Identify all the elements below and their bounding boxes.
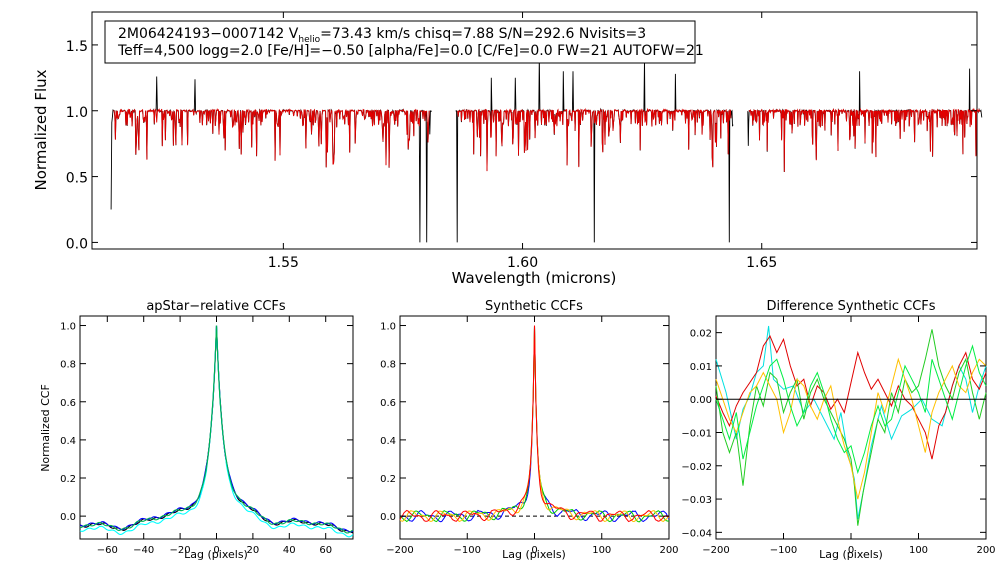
apstar-ytick-label: 1.0 (60, 322, 76, 333)
difference-ytick-label: −0.04 (681, 528, 712, 539)
synthetic-ytick-label: 0.0 (380, 512, 396, 523)
synthetic-ticks: −200 −100 0 100 200 0.0 0.2 0.4 0.6 0.8 1.0 (380, 316, 679, 556)
difference-title: Difference Synthetic CCFs (766, 299, 935, 314)
difference-line-cyan (715, 325, 987, 520)
spectrum-ytick-label: 0.0 (66, 236, 88, 252)
difference-ytick-label: 0.01 (690, 362, 712, 373)
synthetic-ytick-label: 0.4 (380, 436, 396, 447)
spectrum-xlabel: Wavelength (microns) (452, 269, 617, 287)
difference-ytick-label: −0.01 (681, 428, 712, 439)
spectrum-ylabel: Normalized Flux (32, 69, 50, 190)
apstar-line-visit-2 (79, 325, 354, 533)
apstar-series (79, 325, 354, 538)
synthetic-ytick-label: 0.6 (380, 398, 396, 409)
spectrum-model-line (457, 107, 732, 172)
difference-line-green (715, 329, 987, 526)
apstar-panel: −60 −40 −20 0 20 40 60 0.0 0.2 0.4 0.6 0.8 1.0 apSta… (39, 299, 354, 561)
difference-ticks: −200 −100 0 100 200 −0.04 −0.03 −0.02 −0.01 0.00 0… (681, 316, 996, 556)
difference-line-red (715, 334, 987, 460)
apstar-ylabel: Normalized CCF (39, 384, 52, 472)
difference-line-yellow (715, 357, 987, 500)
difference-frame (715, 315, 987, 540)
difference-ytick-label: −0.02 (681, 462, 712, 473)
apstar-xlabel: Lag (pixels) (184, 548, 248, 561)
synthetic-line-visit-1 (399, 325, 670, 523)
difference-xtick-label: 0 (848, 545, 854, 556)
difference-series (715, 325, 987, 526)
spectrum-observed-line (455, 55, 734, 243)
apstar-ticks: −60 −40 −20 0 20 40 60 0.0 0.2 0.4 0.6 0.8 1.0 (60, 316, 353, 556)
apstar-xtick-label: 20 (247, 545, 260, 556)
apstar-xtick-label: 40 (283, 545, 296, 556)
spectrum-model-line (748, 107, 981, 172)
apstar-ytick-label: 0.6 (60, 398, 76, 409)
spectrum-panel: 1.55 1.60 1.65 0.0 0.5 1.0 1.5 2M06424193−0007… (32, 11, 983, 287)
apstar-xtick-label: −20 (170, 545, 191, 556)
spectrum-xtick-label: 1.65 (746, 255, 777, 271)
apstar-ytick-label: 0.8 (60, 360, 76, 371)
difference-xtick-label: −100 (770, 545, 797, 556)
apstar-ytick-label: 0.0 (60, 512, 76, 523)
synthetic-line-visit-2 (399, 325, 670, 523)
spectrum-ytick-label: 1.0 (66, 105, 88, 121)
spectrum-info-line1: 2M06424193−0007142 Vhelio=73.43 km/s chi… (118, 26, 646, 45)
difference-panel: −200 −100 0 100 200 −0.04 −0.03 −0.02 −0.01 0.00 0… (681, 299, 995, 561)
spectrum-frame (91, 11, 978, 250)
difference-ytick-label: 0.02 (690, 329, 712, 340)
apstar-xtick-label: 0 (213, 545, 219, 556)
apstar-ytick-label: 0.4 (60, 436, 76, 447)
synthetic-panel: −200 −100 0 100 200 0.0 0.2 0.4 0.6 0.8 1.0 Synthe… (380, 299, 678, 561)
synthetic-title: Synthetic CCFs (485, 299, 583, 314)
synthetic-xtick-label: 100 (592, 545, 611, 556)
synthetic-ytick-label: 0.2 (380, 474, 396, 485)
spectrum-xtick-label: 1.55 (268, 255, 299, 271)
synthetic-xtick-label: −100 (454, 545, 481, 556)
apstar-frame (79, 315, 354, 540)
apstar-line-visit-1 (79, 325, 354, 534)
synthetic-xtick-label: 200 (659, 545, 678, 556)
synthetic-xtick-label: 0 (531, 545, 537, 556)
spectrum-ytick-label: 0.5 (66, 171, 88, 187)
difference-xtick-label: 100 (909, 545, 928, 556)
synthetic-xlabel: Lag (pixels) (502, 548, 566, 561)
apstar-xtick-label: −40 (133, 545, 154, 556)
difference-line-green2 (715, 344, 987, 475)
synthetic-series (399, 325, 670, 523)
spectrum-traces (110, 55, 983, 243)
spectrum-info-box (104, 20, 696, 64)
apstar-xtick-label: −60 (97, 545, 118, 556)
spectrum-xtick-label: 1.60 (507, 255, 538, 271)
apstar-line-combined (79, 325, 354, 534)
synthetic-line-combined (399, 325, 670, 523)
apstar-ytick-label: 0.2 (60, 474, 76, 485)
difference-ytick-label: −0.03 (681, 495, 712, 506)
difference-xlabel: Lag (pixels) (819, 548, 883, 561)
difference-ytick-label: 0.00 (690, 395, 712, 406)
synthetic-ytick-label: 0.8 (380, 360, 396, 371)
synthetic-xtick-label: −200 (386, 545, 413, 556)
spectrum-model-line (113, 108, 430, 168)
synthetic-line-visit-3 (399, 325, 670, 523)
apstar-line-visit-3 (79, 325, 354, 538)
difference-xtick-label: 200 (976, 545, 995, 556)
apstar-title: apStar−relative CCFs (146, 299, 286, 314)
difference-xtick-label: −200 (702, 545, 729, 556)
spectrum-ticks: 1.55 1.60 1.65 0.0 0.5 1.0 1.5 (66, 12, 977, 271)
spectrum-observed-line (110, 76, 432, 243)
apstar-xtick-label: 60 (319, 545, 332, 556)
spectrum-info-line2: Teff=4,500 logg=2.0 [Fe/H]=−0.50 [alpha/… (117, 43, 704, 59)
synthetic-ytick-label: 1.0 (380, 322, 396, 333)
spectrum-ytick-label: 1.5 (66, 39, 88, 55)
